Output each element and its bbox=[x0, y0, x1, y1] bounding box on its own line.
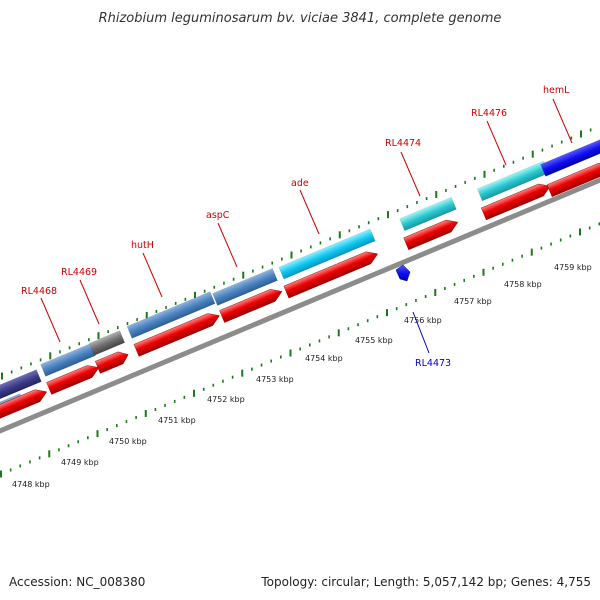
gene-label-RL4468: RL4468 bbox=[21, 286, 57, 297]
kbp-label: 4752 kbp bbox=[207, 395, 245, 404]
kbp-label: 4748 kbp bbox=[12, 480, 50, 489]
kbp-label: 4755 kbp bbox=[355, 336, 393, 345]
category-box bbox=[126, 291, 216, 339]
cds-arrow bbox=[133, 313, 220, 357]
cds-arrow bbox=[0, 389, 48, 421]
gene-label-RL4474: RL4474 bbox=[385, 138, 421, 149]
cds-arrow bbox=[481, 183, 551, 221]
kbp-label: 4757 kbp bbox=[454, 297, 492, 306]
cds-arrow bbox=[219, 289, 283, 323]
cds-arrow bbox=[95, 351, 129, 374]
gene-labels: RL4468 RL4469 hutH aspC ade RL4474 RL447… bbox=[21, 85, 573, 369]
gene-label-RL4469: RL4469 bbox=[61, 267, 97, 278]
map-title: Rhizobium leguminosarum bv. viciae 3841,… bbox=[99, 11, 502, 26]
category-box bbox=[0, 369, 42, 403]
kbp-label: 4758 kbp bbox=[504, 280, 542, 289]
cds-arrow bbox=[283, 251, 379, 299]
category-box bbox=[278, 228, 376, 280]
gene-label-ade: ade bbox=[291, 178, 309, 189]
kbp-labels: 4748 kbp 4749 kbp 4750 kbp 4751 kbp 4752 kbp… bbox=[12, 263, 592, 489]
kbp-label: 4749 kbp bbox=[61, 458, 99, 467]
kbp-label: 4753 kbp bbox=[256, 375, 294, 384]
accession-text: Accession: NC_008380 bbox=[9, 575, 145, 589]
category-box bbox=[212, 268, 278, 306]
cds-arrow bbox=[403, 219, 459, 251]
genome-summary-text: Topology: circular; Length: 5,057,142 bp… bbox=[260, 575, 591, 589]
kbp-label: 4750 kbp bbox=[109, 437, 147, 446]
gene-label-RL4476: RL4476 bbox=[471, 108, 507, 119]
kbp-label: 4751 kbp bbox=[158, 416, 196, 425]
gene-label-hemL: hemL bbox=[543, 85, 570, 96]
kbp-label: 4759 kbp bbox=[554, 263, 592, 272]
cds-arrow bbox=[46, 365, 100, 395]
cds-arrow bbox=[546, 162, 600, 197]
gene-label-RL4473: RL4473 bbox=[415, 358, 451, 369]
kbp-label: 4754 kbp bbox=[305, 354, 343, 363]
kbp-label: 4756 kbp bbox=[404, 316, 442, 325]
gene-label-aspC: aspC bbox=[206, 210, 230, 221]
gene-label-hutH: hutH bbox=[131, 240, 154, 251]
category-box bbox=[399, 196, 457, 232]
category-box bbox=[88, 330, 126, 356]
tick-marks bbox=[0, 128, 600, 478]
reverse-feature-RL4473 bbox=[395, 264, 411, 282]
genome-backbone bbox=[0, 177, 600, 434]
cds-arrows bbox=[0, 162, 600, 421]
